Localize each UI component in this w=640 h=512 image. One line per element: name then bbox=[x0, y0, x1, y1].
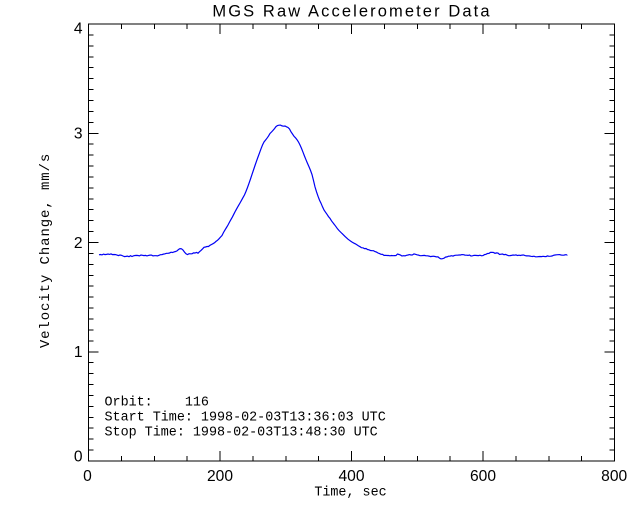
svg-text:4: 4 bbox=[74, 20, 83, 37]
svg-text:400: 400 bbox=[338, 468, 364, 485]
svg-text:Stop Time: 1998-02-03T13:48:30: Stop Time: 1998-02-03T13:48:30 UTC bbox=[105, 426, 378, 441]
svg-text:0: 0 bbox=[83, 468, 92, 485]
svg-text:MGS Raw Accelerometer Data: MGS Raw Accelerometer Data bbox=[212, 3, 491, 21]
svg-text:3: 3 bbox=[74, 126, 83, 143]
svg-text:Time, sec: Time, sec bbox=[314, 486, 386, 501]
svg-text:800: 800 bbox=[601, 468, 627, 485]
svg-text:Orbit: 116: Orbit: 116 bbox=[105, 396, 209, 411]
svg-text:Start Time: 1998-02-03T13:36:0: Start Time: 1998-02-03T13:36:03 UTC bbox=[105, 411, 386, 426]
svg-text:1: 1 bbox=[74, 344, 83, 361]
svg-text:600: 600 bbox=[470, 468, 496, 485]
svg-text:2: 2 bbox=[74, 235, 83, 252]
svg-text:200: 200 bbox=[207, 468, 233, 485]
svg-text:0: 0 bbox=[74, 448, 83, 465]
svg-text:Velocity Change, mm/s: Velocity Change, mm/s bbox=[38, 153, 54, 348]
